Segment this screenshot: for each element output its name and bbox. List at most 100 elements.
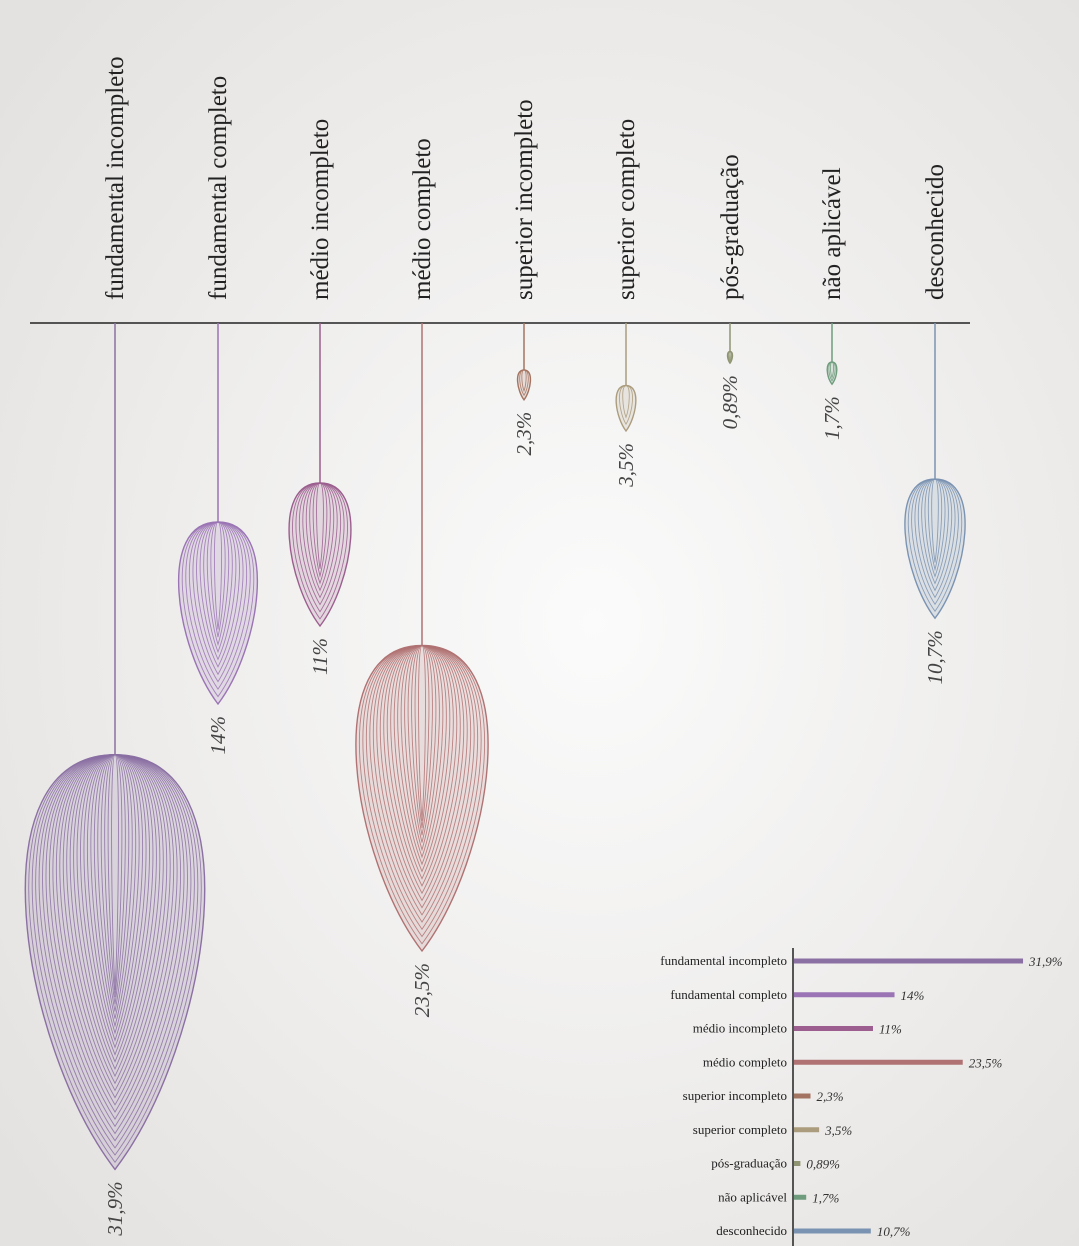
- drop-line: [45, 754, 185, 1128]
- drop-line: [619, 385, 633, 426]
- bar: [794, 1228, 871, 1234]
- drop-line: [87, 754, 143, 1042]
- drop-line: [292, 482, 348, 620]
- drop-line: [907, 478, 963, 613]
- drop-line: [383, 645, 461, 895]
- drop-line: [911, 478, 959, 606]
- drop: [904, 478, 966, 620]
- category-label: superior completo: [613, 119, 640, 300]
- value-label: 31,9%: [103, 1181, 127, 1236]
- value-label: 2,3%: [512, 412, 536, 456]
- drop-line: [309, 482, 331, 585]
- drop-line: [365, 645, 479, 931]
- drop-line: [213, 521, 223, 630]
- drop-line: [28, 754, 202, 1163]
- drop-line: [362, 645, 482, 938]
- drop: [355, 644, 489, 953]
- drop-fill: [355, 644, 489, 953]
- drop-line: [49, 754, 181, 1121]
- drop-line: [829, 361, 835, 379]
- bar: [794, 1127, 820, 1133]
- bar-value-label: 11%: [879, 1022, 902, 1037]
- drop-fill: [904, 478, 966, 620]
- drop-line: [828, 361, 836, 382]
- drop-line: [181, 521, 255, 698]
- drop-line: [199, 521, 237, 661]
- drop-line: [93, 754, 137, 1028]
- drop-line: [62, 754, 168, 1092]
- drop-line: [393, 645, 451, 873]
- drop-line: [298, 482, 342, 606]
- bar-value-label: 3,5%: [824, 1123, 852, 1138]
- bar-category-label: pós-graduação: [711, 1156, 787, 1171]
- drop-line: [372, 645, 472, 916]
- bar: [794, 1161, 801, 1166]
- drop-line: [111, 754, 119, 990]
- drop-line: [69, 754, 161, 1078]
- drop-line: [622, 385, 630, 419]
- drop-line: [295, 482, 345, 613]
- drop-line: [379, 645, 465, 902]
- bar-category-label: superior completo: [693, 1122, 787, 1137]
- drop-line: [914, 478, 956, 599]
- bar-value-label: 2,3%: [817, 1089, 844, 1104]
- drop-line: [100, 754, 130, 1012]
- value-label: 14%: [206, 716, 230, 755]
- drop: [726, 350, 734, 365]
- drop-fill: [288, 482, 352, 628]
- drop-line: [210, 521, 226, 638]
- drop-line: [728, 351, 732, 361]
- drop-line: [369, 645, 475, 923]
- drop: [24, 753, 206, 1171]
- drop-line: [188, 521, 248, 683]
- drop-line: [917, 478, 953, 592]
- bar-value-label: 31,9%: [1028, 954, 1063, 969]
- bar: [794, 992, 895, 998]
- drop-line: [107, 754, 123, 998]
- value-label: 3,5%: [614, 443, 638, 488]
- drop: [615, 384, 637, 433]
- drop-line: [83, 754, 147, 1049]
- drop-line: [418, 645, 426, 821]
- bar-category-label: não aplicável: [718, 1189, 787, 1204]
- drop-line: [411, 645, 433, 836]
- drop-line: [35, 754, 195, 1149]
- drop-line: [400, 645, 444, 859]
- drop-line: [519, 369, 529, 397]
- bar-value-label: 0,89%: [806, 1157, 840, 1172]
- drop-line: [73, 754, 157, 1070]
- bar-category-label: superior incompleto: [683, 1088, 787, 1103]
- category-label: pós-graduação: [717, 154, 744, 300]
- drop-line: [376, 645, 468, 909]
- drop-line: [52, 754, 178, 1113]
- drop-line: [312, 482, 328, 578]
- drop-line: [302, 482, 338, 599]
- value-label: 1,7%: [820, 396, 844, 440]
- drop-line: [316, 482, 324, 569]
- drop-fill: [615, 384, 637, 433]
- bar-category-label: fundamental completo: [670, 987, 787, 1002]
- bar: [794, 1194, 807, 1200]
- drop-line: [203, 521, 233, 654]
- drop-line: [185, 521, 251, 690]
- drop-line: [404, 645, 440, 852]
- drop-line: [31, 754, 199, 1156]
- drop-line: [931, 478, 939, 563]
- drop-line: [359, 645, 485, 945]
- bar: [794, 1093, 811, 1099]
- value-label: 0,89%: [718, 375, 742, 429]
- bar-category-label: médio incompleto: [693, 1021, 787, 1036]
- bar-value-label: 1,7%: [812, 1190, 839, 1205]
- drop-line: [59, 754, 171, 1099]
- bar: [794, 1059, 963, 1065]
- drop-line: [80, 754, 150, 1056]
- bar-value-label: 10,7%: [877, 1224, 911, 1239]
- drop: [177, 521, 259, 706]
- bar-category-label: desconhecido: [716, 1223, 787, 1238]
- drop: [826, 361, 838, 386]
- drop-line: [927, 478, 943, 572]
- drop-line: [397, 645, 447, 866]
- drop-line: [196, 521, 240, 668]
